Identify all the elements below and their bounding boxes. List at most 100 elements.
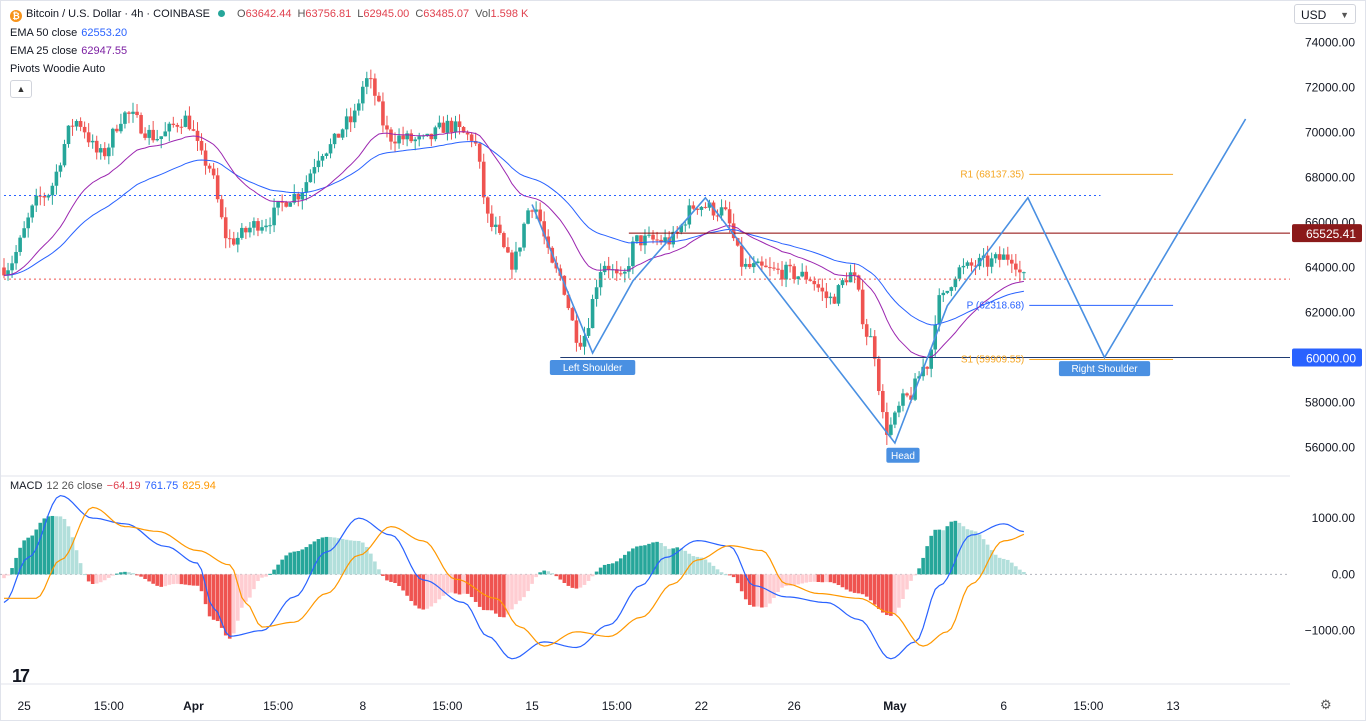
candle-body <box>949 287 954 291</box>
candle-body <box>788 264 792 267</box>
macd-histogram-bar <box>582 574 587 585</box>
candle-body <box>135 111 139 116</box>
macd-histogram-bar <box>760 574 764 608</box>
pattern-label: Left Shoulder <box>563 363 623 374</box>
macd-histogram-bar <box>143 574 147 579</box>
candle-body <box>1005 254 1010 260</box>
macd-histogram-bar <box>510 574 514 610</box>
macd-histogram-bar <box>590 574 595 577</box>
candle-body <box>405 133 409 140</box>
candle-body <box>409 133 413 142</box>
candle-body <box>280 201 284 203</box>
time-axis-tick-label: 15:00 <box>432 699 462 713</box>
ema25-legend[interactable]: EMA 25 close 62947.55 <box>10 45 128 57</box>
macd-histogram-bar <box>457 574 462 595</box>
candle-body <box>227 238 232 240</box>
macd-histogram-bar <box>917 568 921 575</box>
macd-histogram-bar <box>905 574 909 590</box>
price-axis-tick-label: 74000.00 <box>1305 36 1355 50</box>
candle-body <box>336 133 341 138</box>
candle-body <box>397 135 401 144</box>
pivots-legend[interactable]: Pivots Woodie Auto <box>10 63 106 75</box>
macd-histogram-bar <box>260 574 264 578</box>
candle-body <box>308 173 313 183</box>
candle-body <box>961 265 966 268</box>
macd-histogram-bar <box>98 574 103 583</box>
macd-histogram-bar <box>62 518 67 575</box>
macd-histogram-bar <box>848 574 853 592</box>
candle-body <box>868 336 873 338</box>
candle-body <box>735 238 740 246</box>
candle-body <box>111 128 115 148</box>
macd-histogram-bar <box>236 574 240 621</box>
macd-histogram-bar <box>598 567 603 575</box>
candle-body <box>365 78 369 87</box>
candle-body <box>22 228 26 238</box>
macd-histogram-bar <box>530 574 534 584</box>
candle-body <box>187 115 192 130</box>
macd-histogram-bar <box>1010 562 1014 575</box>
price-axis-tick-label: 68000.00 <box>1305 171 1355 185</box>
macd-histogram-bar <box>18 547 22 575</box>
candle-body <box>792 266 796 280</box>
candle-body <box>453 121 458 133</box>
settings-gear-icon[interactable]: ⚙ <box>1320 697 1332 712</box>
candle-body <box>191 129 196 131</box>
candle-body <box>437 122 442 128</box>
symbol-legend: ₿ Bitcoin / U.S. Dollar · 4h · COINBASE O6… <box>10 7 528 22</box>
price-axis-tick-label: 72000.00 <box>1305 81 1355 95</box>
macd-histogram-bar <box>687 553 692 575</box>
candle-body <box>675 231 680 233</box>
macd-histogram-bar <box>631 548 635 575</box>
macd-histogram-bar <box>1005 559 1010 575</box>
macd-histogram-bar <box>570 574 575 588</box>
macd-histogram-bar <box>107 574 111 578</box>
price-axis-tick-label: 70000.00 <box>1305 126 1355 140</box>
ema50-legend[interactable]: EMA 50 close 62553.20 <box>10 27 128 39</box>
candle-body <box>183 115 188 127</box>
macd-histogram-bar <box>425 574 430 609</box>
macd-histogram-bar <box>643 545 647 575</box>
candle-body <box>38 195 43 197</box>
macd-histogram-bar <box>514 574 518 605</box>
macd-histogram-bar <box>167 574 172 585</box>
macd-histogram-bar <box>981 539 986 575</box>
macd-histogram-bar <box>340 538 345 575</box>
currency-select[interactable]: USD ▼ <box>1294 4 1356 24</box>
candle-body <box>385 125 389 130</box>
macd-legend[interactable]: MACD 12 26 close −64.19 761.75 825.94 <box>10 480 216 492</box>
macd-histogram-bar <box>296 551 301 575</box>
macd-histogram-bar <box>635 546 639 575</box>
macd-histogram-bar <box>54 516 59 575</box>
candle-body <box>671 231 675 245</box>
candle-body <box>965 262 970 266</box>
macd-histogram-bar <box>377 569 381 575</box>
candle-body <box>760 261 764 266</box>
macd-histogram-bar <box>546 571 551 575</box>
candle-body <box>260 227 264 231</box>
candle-body <box>885 412 889 435</box>
candle-body <box>655 239 659 241</box>
price-badge <box>1292 224 1362 243</box>
macd-histogram-bar <box>433 574 438 604</box>
candle-body <box>369 78 373 80</box>
macd-histogram-bar <box>1022 571 1026 575</box>
candle-body <box>510 252 514 270</box>
macd-histogram-bar <box>191 574 196 586</box>
time-axis-tick-label: 6 <box>1000 699 1007 713</box>
candle-body <box>506 247 510 253</box>
macd-histogram-bar <box>485 574 490 611</box>
candle-body <box>514 251 518 270</box>
macd-histogram-bar <box>115 573 119 575</box>
macd-histogram-bar <box>852 574 857 593</box>
candle-body <box>473 140 478 144</box>
candle-body <box>699 206 704 210</box>
macd-histogram-bar <box>417 574 422 609</box>
candle-body <box>780 269 784 280</box>
macd-signal-line <box>4 506 1025 647</box>
candle-body <box>985 255 990 267</box>
candle-body <box>627 266 631 272</box>
collapse-legend-button[interactable]: ▲ <box>10 80 32 98</box>
macd-histogram-bar <box>272 569 276 575</box>
